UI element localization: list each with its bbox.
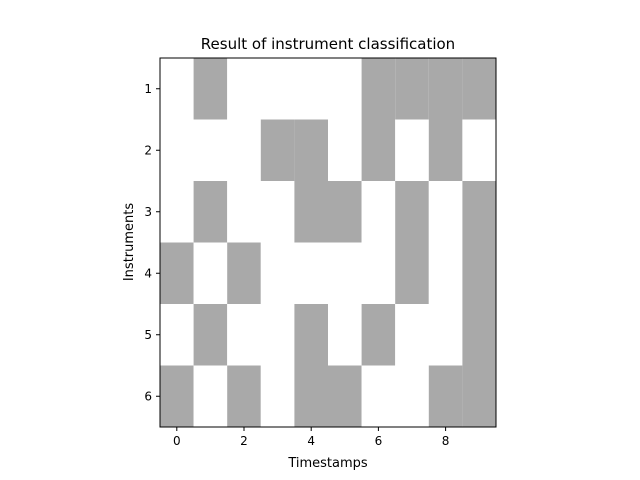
y-tick-label: 2 <box>144 143 152 157</box>
heatmap-cell <box>294 58 328 120</box>
x-tick-label: 0 <box>173 434 181 448</box>
heatmap-cell <box>227 365 261 427</box>
heatmap-cell <box>395 365 429 427</box>
heatmap-cell <box>260 58 295 120</box>
heatmap-cell <box>395 304 429 366</box>
x-tick-label: 6 <box>375 434 383 448</box>
heatmap-cell <box>160 365 194 427</box>
heatmap-cell <box>193 242 228 304</box>
heatmap-cell <box>328 181 362 243</box>
heatmap-cell <box>462 58 496 120</box>
heatmap-cell <box>428 242 463 304</box>
heatmap-cell <box>462 365 496 427</box>
heatmap-cell <box>361 181 396 243</box>
heatmap-cell <box>294 119 328 181</box>
heatmap-cell <box>361 119 396 181</box>
plot-frame <box>159 57 497 428</box>
heatmap-cell <box>395 242 429 304</box>
heatmap-cell <box>462 242 496 304</box>
heatmap-cell <box>294 304 328 366</box>
heatmap-cell <box>160 242 194 304</box>
heatmap-cell <box>361 58 396 120</box>
y-tick-label: 4 <box>144 266 152 280</box>
heatmap-cells <box>160 58 496 427</box>
heatmap-cell <box>193 304 228 366</box>
heatmap-cell <box>193 365 228 427</box>
heatmap-cell <box>193 181 228 243</box>
heatmap-cell <box>294 242 328 304</box>
heatmap-cell <box>160 181 194 243</box>
x-axis-ticks: 0 2 4 6 8 <box>173 427 449 448</box>
heatmap-cell <box>428 304 463 366</box>
heatmap-cell <box>395 119 429 181</box>
x-tick-label: 8 <box>442 434 450 448</box>
x-axis-label: Timestamps <box>287 456 368 471</box>
heatmap-cell <box>193 58 228 120</box>
heatmap-cell <box>328 365 362 427</box>
heatmap-cell <box>227 181 261 243</box>
heatmap-cell <box>227 304 261 366</box>
heatmap-cell <box>294 365 328 427</box>
x-tick-label: 4 <box>307 434 315 448</box>
y-tick-label: 3 <box>144 205 152 219</box>
heatmap-cell <box>193 119 228 181</box>
x-tick-label: 2 <box>240 434 248 448</box>
heatmap-cell <box>428 119 463 181</box>
y-axis-label: Instruments <box>122 203 137 282</box>
heatmap-cell <box>462 304 496 366</box>
heatmap-cell <box>395 58 429 120</box>
heatmap-cell <box>361 365 396 427</box>
heatmap-cell <box>395 181 429 243</box>
heatmap-cell <box>260 242 295 304</box>
y-tick-label: 5 <box>144 328 152 342</box>
heatmap-cell <box>328 119 362 181</box>
heatmap-cell <box>361 242 396 304</box>
y-axis-ticks: 1 2 3 4 5 6 <box>144 82 160 403</box>
heatmap-cell <box>361 304 396 366</box>
heatmap-cell <box>160 58 194 120</box>
chart-title: Result of instrument classification <box>201 35 455 53</box>
heatmap-cell <box>260 119 295 181</box>
heatmap-cell <box>328 304 362 366</box>
heatmap-cell <box>462 119 496 181</box>
heatmap-cell <box>260 365 295 427</box>
heatmap-cell <box>160 304 194 366</box>
heatmap-cell <box>428 181 463 243</box>
heatmap-cell <box>428 365 463 427</box>
heatmap-cell <box>227 58 261 120</box>
heatmap-cell <box>328 58 362 120</box>
heatmap-cell <box>227 119 261 181</box>
heatmap-cell <box>462 181 496 243</box>
heatmap-cell <box>260 181 295 243</box>
heatmap-cell <box>428 58 463 120</box>
heatmap-cell <box>294 181 328 243</box>
heatmap-cell <box>328 242 362 304</box>
heatmap-cell <box>227 242 261 304</box>
y-tick-label: 6 <box>144 389 152 403</box>
heatmap-cell <box>160 119 194 181</box>
y-tick-label: 1 <box>144 82 152 96</box>
heatmap-cell <box>260 304 295 366</box>
